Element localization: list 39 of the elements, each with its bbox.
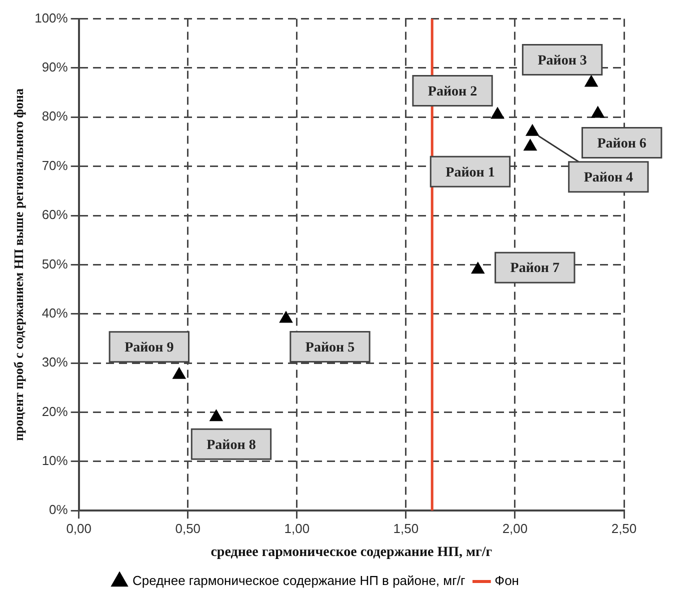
annotation: Район 5	[305, 340, 355, 356]
annotation: Район 3	[538, 53, 587, 68]
annotation: Район 1	[446, 165, 495, 180]
point	[524, 139, 537, 151]
y-tick-label: 100%	[34, 10, 68, 26]
x-tick-label: 0,50	[175, 520, 201, 536]
x-tick-label: 2,00	[502, 520, 528, 536]
x-tick-label: 1,50	[393, 520, 419, 536]
point	[172, 367, 186, 379]
annotation: Район 6	[597, 136, 646, 152]
x-tick-label: 1,00	[284, 520, 310, 536]
y-tick-label: 90%	[42, 60, 68, 75]
y-tick-label: 20%	[42, 404, 68, 419]
annotation: Район 9	[124, 340, 174, 356]
y-tick-label: 70%	[42, 158, 68, 173]
point	[210, 410, 223, 422]
x-tick-label: 0,00	[66, 520, 92, 536]
x-axis-title: среднее гармоническое содержание НП, мг/г	[210, 545, 492, 560]
point	[279, 311, 293, 323]
point	[471, 262, 484, 274]
point	[490, 107, 504, 119]
point	[526, 124, 539, 136]
legend-label: Среднее гармоническое содержание НП в районе, мг/г	[132, 573, 466, 588]
annotation: Район 4	[584, 170, 634, 186]
annotation: Район 7	[510, 261, 560, 276]
legend-label: Фон	[494, 573, 519, 588]
x-tick-label: 2,50	[611, 520, 637, 536]
annotation: Район 8	[206, 438, 256, 453]
y-axis-title: процент проб с содержанием НП выше регионального фона	[11, 88, 26, 441]
y-tick-label: 30%	[42, 354, 68, 370]
y-tick-label: 60%	[42, 207, 68, 222]
y-tick-label: 50%	[42, 256, 68, 272]
point	[591, 106, 604, 118]
annotation: Район 2	[428, 84, 478, 100]
y-tick-label: 80%	[42, 108, 68, 124]
y-tick-label: 0%	[49, 502, 68, 518]
y-tick-label: 40%	[42, 305, 68, 320]
y-tick-label: 10%	[42, 453, 68, 468]
point	[584, 75, 598, 87]
